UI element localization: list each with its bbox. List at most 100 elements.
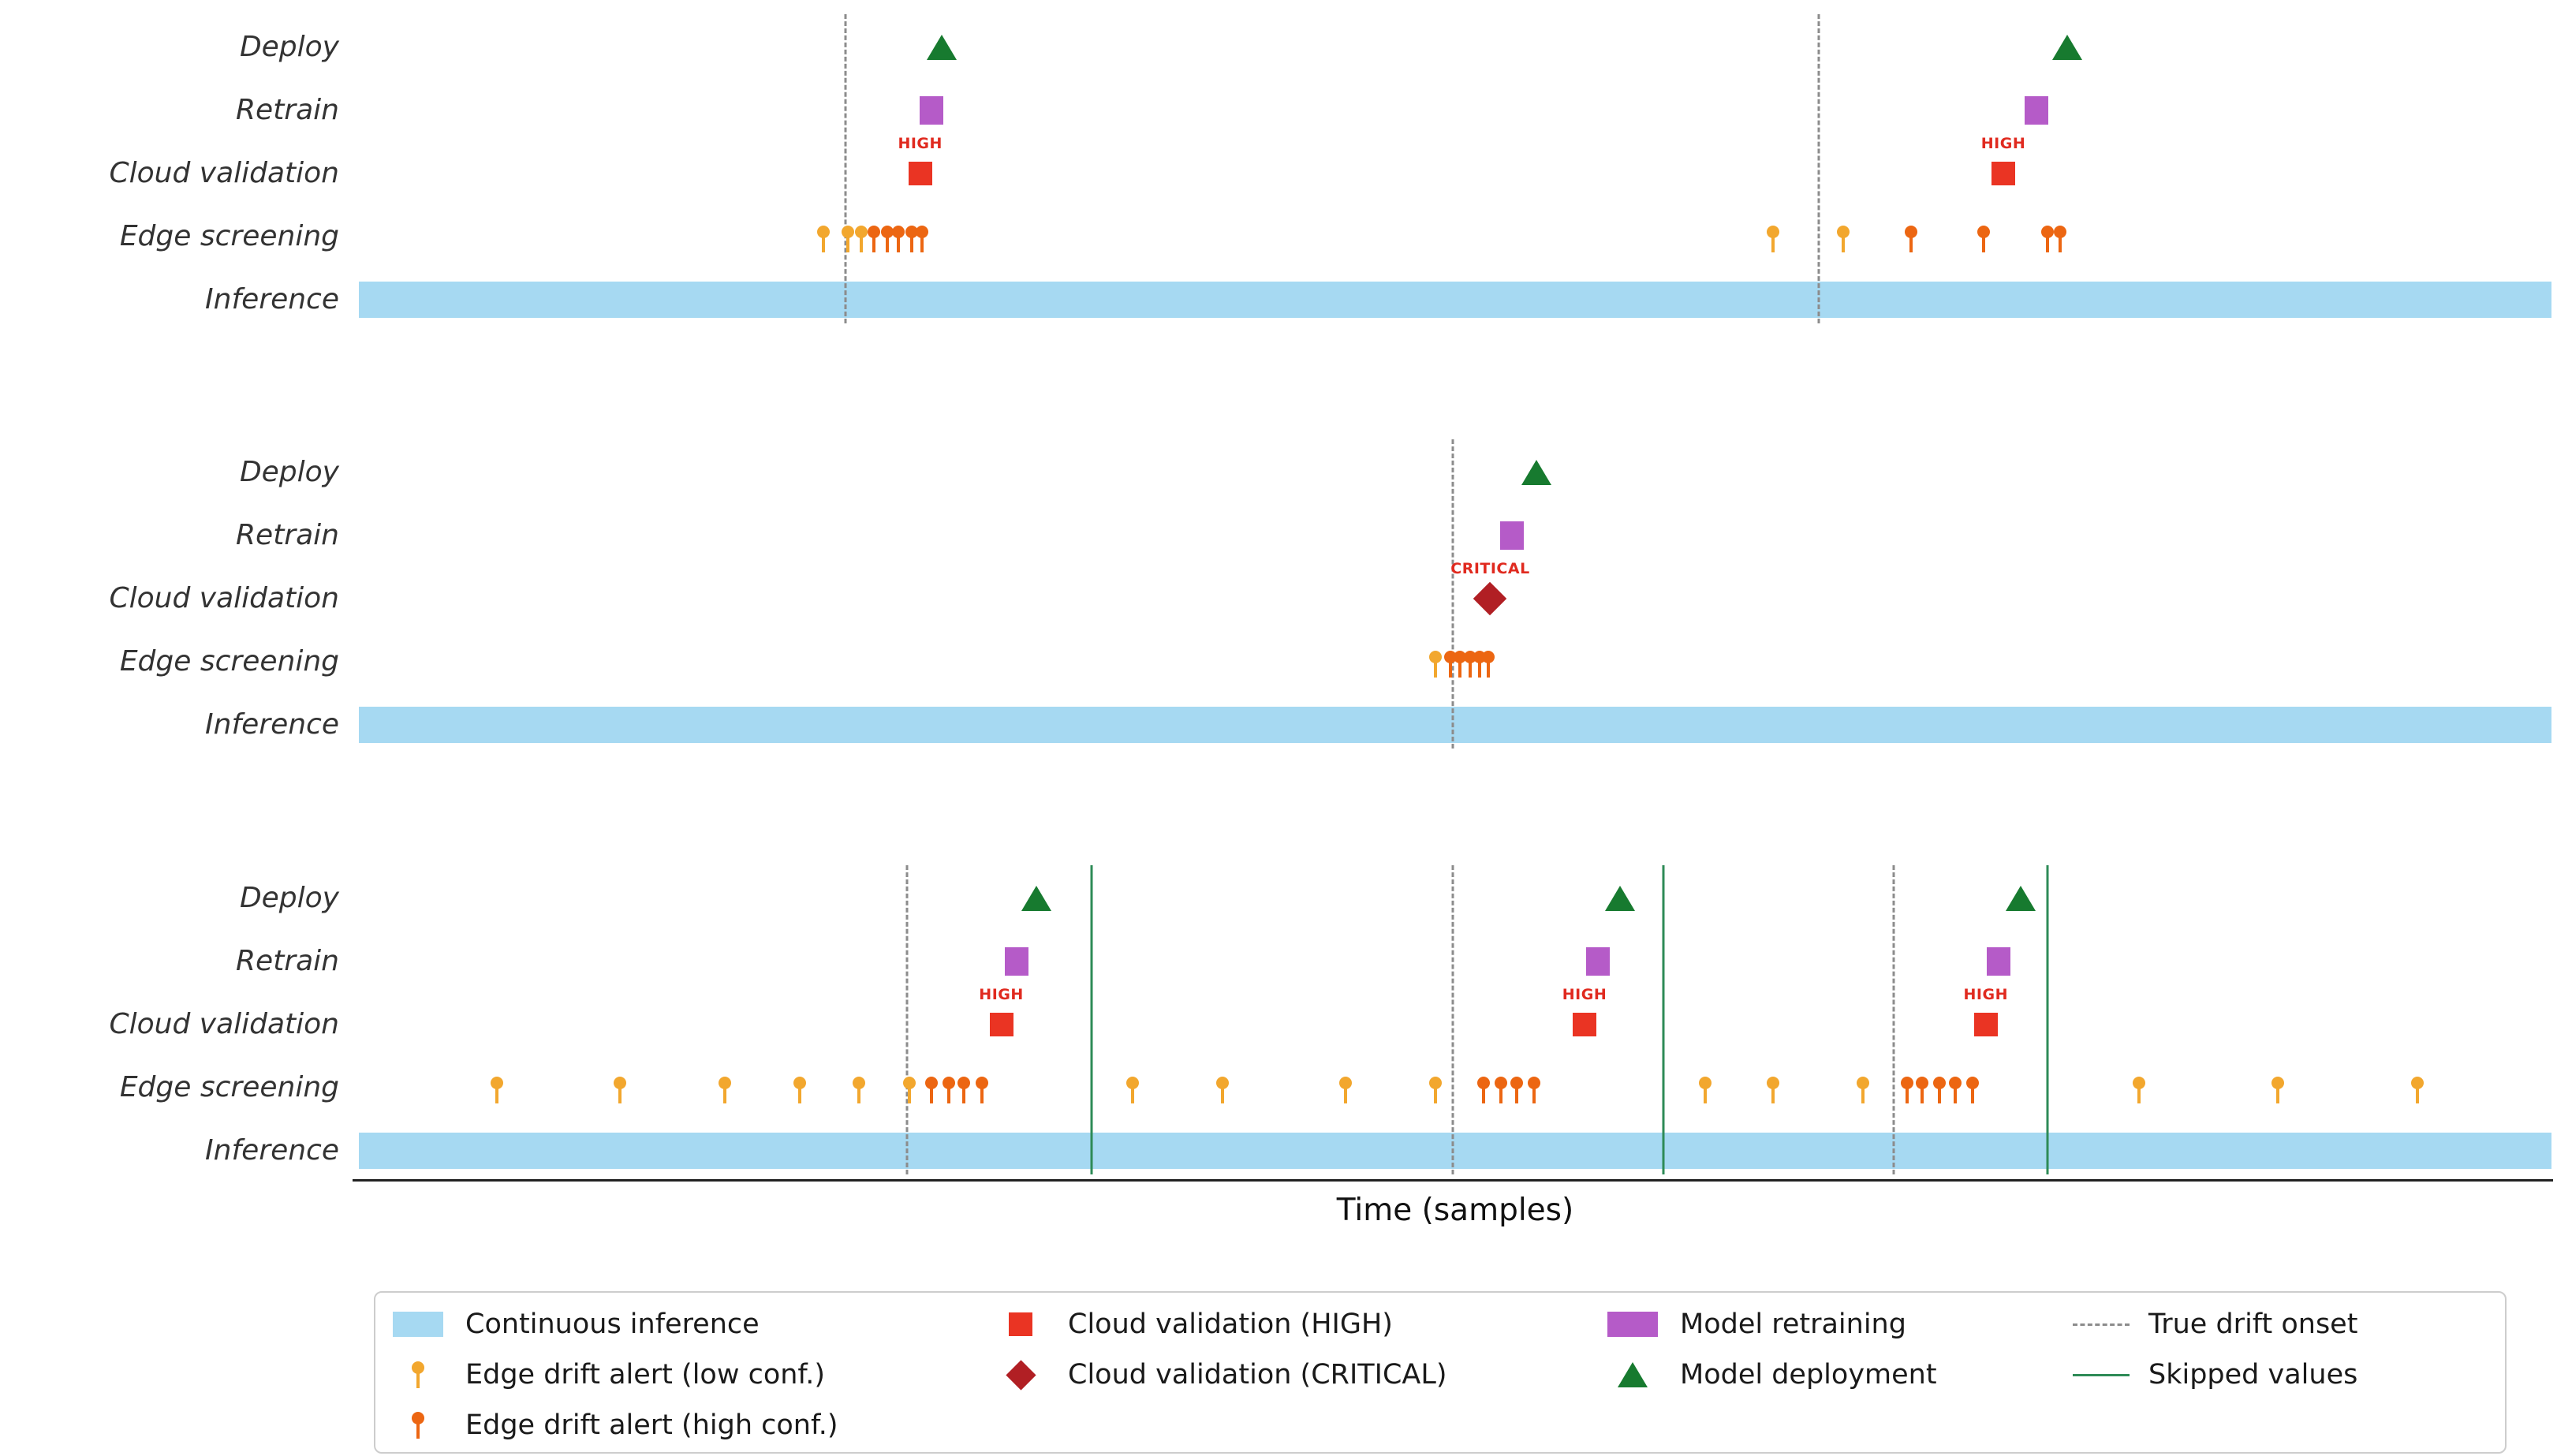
x-axis-label: Time (samples) [1336,1193,1574,1228]
legend: Continuous inference Edge drift alert (lo… [374,1291,2507,1454]
timeline-panel-2: CRITICAL Deploy Retrain Cloud validation Ed… [0,439,2557,771]
row-label: Cloud validation [109,582,339,614]
cloud-validation-marker [1473,581,1507,616]
legend-item-label: Edge drift alert (high conf.) [465,1409,838,1441]
continuous-inference-bar [359,707,2551,743]
skipped-values-line [1090,865,1093,1174]
legend-marker [2071,1302,2131,1346]
true-drift-onset-line [1451,865,1454,1174]
timeline-panel-1: HIGH HIGH Deploy Retrain Cloud validation Ed… [0,14,2557,345]
edge-drift-alert-low-marker [2411,1077,2424,1103]
legend-item: Continuous inference [388,1302,760,1346]
legend-item-label: Cloud validation (CRITICAL) [1068,1359,1447,1391]
model-deployment-marker [927,35,957,60]
legend-marker [1603,1302,1663,1346]
edge-drift-alert-low-marker [1126,1077,1139,1103]
edge-drift-alert-high-marker [976,1077,988,1103]
timeline-panel-3: HIGH HIGH HIGH Deploy Retrain Cloud validati… [0,865,2557,1197]
edge-drift-alert-low-marker [817,226,830,252]
cloud-validation-marker [1973,1013,1998,1036]
edge-drift-alert-low-marker [2133,1077,2145,1103]
edge-drift-alert-low-marker [491,1077,503,1103]
plot-area: HIGH HIGH [359,14,2551,330]
edge-drift-alert-low-marker [903,1077,916,1103]
edge-drift-alert-high-marker [1905,226,1917,252]
model-retraining-marker [1500,521,1525,550]
edge-drift-alert-low-marker [842,226,854,252]
edge-drift-alert-low-marker [719,1077,731,1103]
skipped-values-line [1662,865,1665,1174]
model-deployment-marker [1021,886,1052,911]
row-label: Cloud validation [109,157,339,189]
model-deployment-marker [1521,460,1551,485]
legend-marker [991,1353,1051,1397]
inference-patch-icon [393,1312,443,1337]
row-label: Retrain [236,519,339,551]
cloud-validation-marker [908,162,932,185]
lollipop-high-icon [412,1412,424,1439]
severity-label: CRITICAL [1450,560,1530,577]
legend-item: Model deployment [1603,1353,1937,1397]
diamond-critical-icon [1005,1359,1036,1391]
legend-item-label: Model deployment [1680,1359,1937,1391]
edge-drift-alert-high-marker [1916,1077,1928,1103]
plot-area: CRITICAL [359,439,2551,755]
cloud-validation-marker [989,1013,1013,1036]
edge-drift-alert-high-marker [1482,651,1495,678]
retrain-patch-icon [1607,1312,1658,1337]
row-label: Inference [205,1134,339,1167]
edge-drift-alert-low-marker [853,1077,865,1103]
edge-drift-alert-high-marker [1949,1077,1962,1103]
edge-drift-alert-high-marker [1901,1077,1913,1103]
deploy-triangle-icon [1618,1362,1648,1387]
edge-drift-alert-high-marker [868,226,880,252]
row-label: Inference [205,283,339,315]
legend-marker [2071,1353,2131,1397]
true-drift-onset-line [844,14,847,323]
edge-drift-alert-low-marker [614,1077,626,1103]
model-deployment-marker [2006,886,2036,911]
true-drift-onset-line [905,865,909,1174]
row-label: Deploy [239,31,339,63]
dashed-line-icon [2073,1323,2130,1326]
edge-drift-alert-high-marker [925,1077,938,1103]
legend-marker [388,1403,448,1447]
cloud-validation-marker [1573,1013,1597,1036]
legend-item-label: Model retraining [1680,1309,1906,1340]
row-label: Deploy [239,882,339,914]
severity-label: HIGH [979,986,1024,1003]
edge-drift-alert-low-marker [1216,1077,1229,1103]
legend-marker [388,1302,448,1346]
edge-drift-alert-high-marker [916,226,928,252]
edge-drift-alert-low-marker [2271,1077,2284,1103]
edge-drift-alert-low-marker [1767,226,1779,252]
model-retraining-marker [1585,947,1610,976]
row-label: Inference [205,708,339,741]
severity-label: HIGH [1562,986,1607,1003]
edge-drift-alert-high-marker [1966,1077,1979,1103]
edge-drift-alert-low-marker [1837,226,1850,252]
row-label: Retrain [236,94,339,126]
edge-drift-alert-high-marker [1933,1077,1946,1103]
plot-area: HIGH HIGH HIGH [359,865,2551,1181]
legend-item: Edge drift alert (high conf.) [388,1403,838,1447]
row-label: Retrain [236,945,339,977]
legend-item: Model retraining [1603,1302,1906,1346]
true-drift-onset-line [1892,865,1895,1174]
edge-drift-alert-high-marker [2041,226,2054,252]
legend-item-label: Cloud validation (HIGH) [1068,1309,1393,1340]
continuous-inference-bar [359,282,2551,318]
edge-drift-alert-low-marker [1767,1077,1779,1103]
edge-drift-alert-low-marker [1429,1077,1442,1103]
row-label: Edge screening [119,220,339,252]
model-retraining-marker [2024,96,2048,125]
legend-item: Cloud validation (HIGH) [991,1302,1393,1346]
model-deployment-marker [1604,886,1635,911]
edge-drift-alert-high-marker [1495,1077,1507,1103]
legend-marker [388,1353,448,1397]
severity-label: HIGH [898,135,943,152]
edge-drift-alert-low-marker [793,1077,806,1103]
model-retraining-marker [919,96,943,125]
edge-drift-alert-low-marker [1857,1077,1869,1103]
edge-drift-alert-high-marker [943,1077,955,1103]
